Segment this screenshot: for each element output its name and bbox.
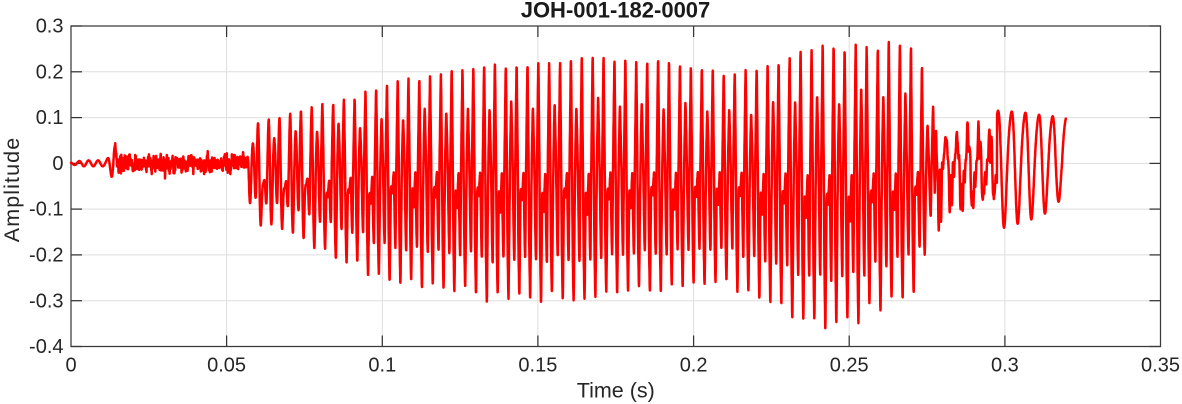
svg-text:-0.1: -0.1 [29, 199, 63, 221]
svg-text:0.15: 0.15 [518, 355, 557, 377]
svg-text:0: 0 [52, 153, 63, 175]
svg-text:Amplitude: Amplitude [0, 137, 24, 243]
svg-text:-0.3: -0.3 [29, 290, 63, 312]
svg-text:0.1: 0.1 [368, 355, 396, 377]
svg-text:-0.2: -0.2 [29, 245, 63, 267]
svg-text:-0.4: -0.4 [29, 336, 63, 358]
svg-text:0.2: 0.2 [36, 61, 64, 83]
svg-text:0.2: 0.2 [680, 355, 708, 377]
svg-text:0.3: 0.3 [991, 355, 1019, 377]
svg-text:0.05: 0.05 [207, 355, 246, 377]
svg-text:0: 0 [65, 355, 76, 377]
svg-text:JOH-001-182-0007: JOH-001-182-0007 [521, 0, 711, 23]
svg-text:0.25: 0.25 [830, 355, 869, 377]
svg-text:Time (s): Time (s) [577, 379, 655, 403]
svg-text:0.3: 0.3 [36, 16, 64, 38]
svg-text:0.35: 0.35 [1141, 355, 1180, 377]
svg-text:0.1: 0.1 [36, 107, 64, 129]
